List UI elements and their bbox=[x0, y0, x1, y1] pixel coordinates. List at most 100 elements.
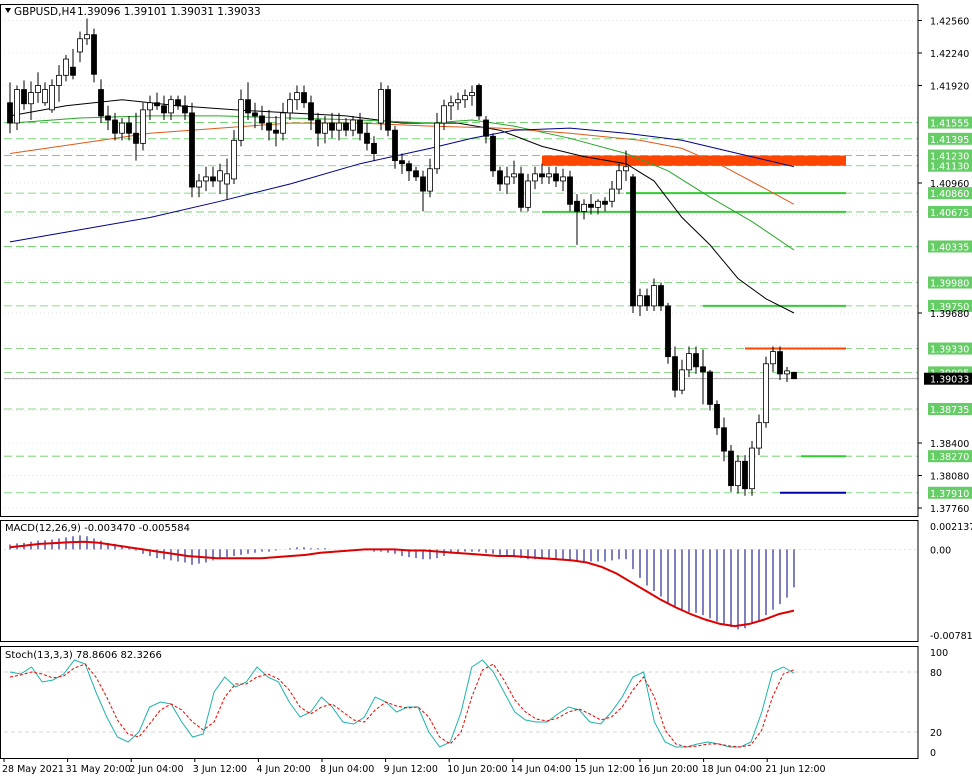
bullish-candle bbox=[378, 89, 384, 124]
bearish-candle bbox=[714, 403, 720, 429]
bullish-candle bbox=[196, 180, 202, 188]
bearish-candle bbox=[371, 142, 377, 154]
bullish-candle bbox=[595, 200, 601, 208]
level-label-bg bbox=[928, 486, 972, 499]
bearish-candle bbox=[420, 176, 426, 192]
stoch-tick-label: 20 bbox=[930, 728, 942, 739]
bullish-candle bbox=[609, 188, 615, 202]
bullish-candle bbox=[623, 166, 629, 172]
candles bbox=[7, 18, 797, 496]
symbol-timeframe: GBPUSD,H4 bbox=[14, 6, 76, 18]
dropdown-triangle-icon[interactable] bbox=[5, 8, 11, 13]
time-label: 10 Jun 20:00 bbox=[447, 764, 507, 775]
level-label: 1.41230 bbox=[930, 152, 969, 163]
horizontal-levels bbox=[542, 155, 846, 494]
macd-label: MACD(12,26,9) -0.003470 -0.005584 bbox=[5, 523, 190, 534]
bearish-candle bbox=[483, 119, 489, 137]
bearish-candle bbox=[91, 34, 97, 75]
level-label: 1.39980 bbox=[930, 279, 969, 290]
bullish-candle bbox=[427, 168, 433, 192]
bearish-candle bbox=[7, 102, 13, 124]
time-label: 28 May 2021 bbox=[2, 764, 64, 775]
bearish-candle bbox=[602, 200, 608, 205]
bearish-candle bbox=[364, 132, 370, 144]
bullish-candle bbox=[560, 176, 566, 182]
macd-tick-label: 0.002137 bbox=[930, 522, 972, 533]
bullish-candle bbox=[224, 173, 230, 185]
panel-frame bbox=[0, 646, 919, 759]
bullish-candle bbox=[322, 122, 328, 134]
bearish-candle bbox=[259, 115, 265, 124]
stoch-tick-label: 100 bbox=[930, 648, 948, 659]
macd-panel: 0.002137 0.00 -0.007816 bbox=[4, 522, 972, 642]
bullish-candle bbox=[280, 112, 286, 134]
stoch-tick-label: 80 bbox=[930, 668, 942, 679]
bullish-candle bbox=[686, 353, 692, 371]
bearish-candle bbox=[21, 89, 27, 105]
bullish-candle bbox=[56, 74, 62, 86]
bearish-candle bbox=[154, 102, 160, 107]
bullish-candle bbox=[434, 122, 440, 170]
macd-tick-label: -0.007816 bbox=[930, 631, 972, 642]
price-tick-label: 1.39680 bbox=[930, 309, 969, 320]
bearish-candle bbox=[315, 119, 321, 134]
time-label: 21 Jun 12:00 bbox=[765, 764, 825, 775]
level-label: 1.41130 bbox=[930, 162, 969, 173]
bearish-candle bbox=[175, 99, 181, 107]
bullish-candle bbox=[469, 92, 475, 97]
level-label-bg bbox=[928, 240, 972, 253]
time-label: 3 Jun 12:00 bbox=[193, 764, 247, 775]
level-label-bg bbox=[928, 132, 972, 145]
moving-average-line bbox=[9, 115, 795, 251]
bullish-candle bbox=[14, 89, 20, 124]
level-label: 1.39750 bbox=[930, 302, 969, 313]
header: GBPUSD,H4 1.39096 1.39101 1.39031 1.3903… bbox=[5, 6, 261, 18]
current-price-tag bbox=[924, 372, 972, 385]
level-label-bg bbox=[928, 450, 972, 463]
bearish-candle bbox=[658, 285, 664, 307]
bearish-candle bbox=[791, 371, 797, 380]
current-price-label: 1.39033 bbox=[930, 375, 969, 386]
bearish-candle bbox=[308, 102, 314, 121]
bullish-candle bbox=[581, 203, 587, 212]
time-label: 18 Jun 04:00 bbox=[702, 764, 762, 775]
bearish-candle bbox=[413, 170, 419, 178]
bullish-candle bbox=[651, 285, 657, 307]
bullish-candle bbox=[770, 351, 776, 365]
bearish-candle bbox=[476, 85, 482, 117]
price-tick-label: 1.38080 bbox=[930, 471, 969, 482]
stoch-tick-label: 0 bbox=[930, 748, 936, 759]
bearish-candle bbox=[189, 112, 195, 188]
bullish-candle bbox=[679, 369, 685, 391]
level-label-bg bbox=[928, 205, 972, 218]
stoch-signal-line bbox=[9, 663, 795, 748]
macd-signal-line bbox=[9, 540, 795, 628]
panel-frame bbox=[0, 520, 919, 642]
bearish-candle bbox=[497, 170, 503, 185]
macd-tick-label: 0.00 bbox=[930, 545, 951, 556]
bearish-candle bbox=[672, 356, 678, 391]
time-label: 4 Jun 20:00 bbox=[256, 764, 310, 775]
price-tick-label: 1.42240 bbox=[930, 49, 969, 60]
level-label: 1.41555 bbox=[930, 119, 969, 130]
panel-frames bbox=[0, 4, 919, 759]
bearish-candle bbox=[406, 163, 412, 172]
bearish-candle bbox=[742, 460, 748, 490]
bearish-candle bbox=[329, 122, 335, 131]
bearish-candle bbox=[301, 92, 307, 104]
level-label-bg bbox=[928, 159, 972, 172]
level-label: 1.40675 bbox=[930, 208, 969, 219]
bullish-candle bbox=[238, 99, 244, 141]
bearish-candle bbox=[630, 176, 636, 307]
bullish-candle bbox=[28, 92, 34, 105]
bullish-candle bbox=[511, 173, 517, 178]
bullish-candle bbox=[448, 102, 454, 107]
stoch-label: Stoch(13,3,3) 78.8606 82.3266 bbox=[5, 650, 162, 661]
bearish-candle bbox=[126, 122, 132, 134]
bullish-candle bbox=[42, 89, 48, 104]
bearish-candle bbox=[721, 427, 727, 452]
bullish-candle bbox=[350, 119, 356, 131]
time-label: 14 Jun 04:00 bbox=[511, 764, 571, 775]
level-label: 1.38270 bbox=[930, 452, 969, 463]
